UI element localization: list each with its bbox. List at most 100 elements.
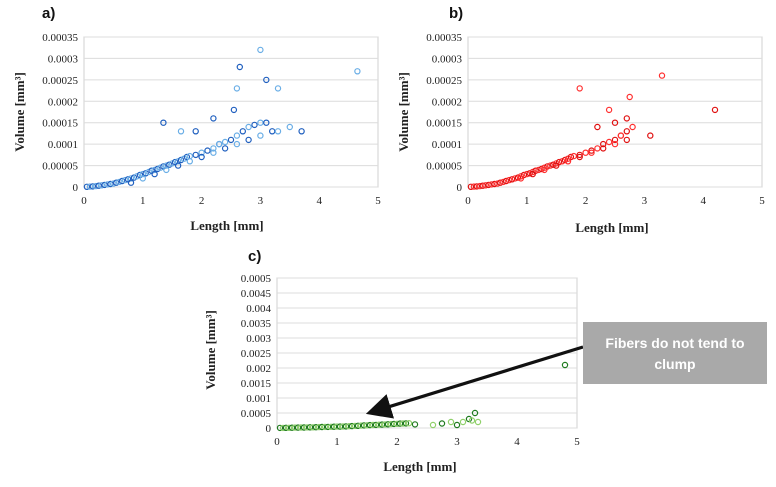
scatter-point (139, 170, 146, 178)
x-tick-labels-b: 0 1 2 3 4 5 (465, 195, 765, 207)
scatter-point (221, 145, 229, 152)
scatter-point (629, 123, 636, 131)
scatter-point (411, 421, 419, 428)
scatter-point (482, 182, 489, 189)
scatter-point (298, 128, 305, 135)
y-tick-labels-c: 0 0.0005 0.001 0.0015 0.002 0.0025 0.003 0.0035… (241, 273, 272, 435)
x-tick-label: 5 (574, 436, 580, 448)
scatter-point (517, 175, 525, 182)
scatter-point (174, 162, 182, 169)
x-tick-label: 0 (465, 195, 471, 207)
scatter-point (257, 119, 264, 126)
scatter-point (541, 164, 548, 171)
scatter-point (92, 182, 100, 190)
scatter-point (324, 423, 332, 431)
scatter-point (570, 152, 578, 160)
scatter-point (198, 149, 205, 156)
scatter-point (561, 156, 569, 164)
scatter-point (233, 85, 241, 92)
scatter-point (541, 166, 548, 174)
scatter-points-a (83, 46, 361, 190)
x-tick-label: 2 (394, 436, 400, 448)
y-tick-label: 0.0003 (48, 53, 79, 65)
scatter-point (576, 151, 583, 159)
scatter-point (623, 136, 631, 144)
y-tick-label: 0.003 (246, 333, 271, 345)
x-axis-label-b: Length [mm] (575, 220, 648, 235)
scatter-point (342, 423, 350, 430)
x-tick-label: 5 (759, 195, 765, 207)
x-tick-label: 4 (316, 195, 322, 207)
scatter-point (233, 140, 241, 148)
y-tick-label: 0.0035 (241, 318, 272, 330)
y-tick-label: 0.00015 (426, 118, 462, 130)
scatter-point (157, 164, 164, 171)
scatter-point (309, 424, 317, 431)
scatter-point (479, 182, 486, 189)
scatter-point (127, 175, 135, 182)
scatter-point (245, 136, 252, 144)
scatter-point (503, 177, 510, 185)
y-axis-label-a: Volume [mm³] (12, 72, 27, 152)
scatter-point (526, 170, 533, 177)
panel-label-b: b) (449, 5, 463, 22)
panel-label-a: a) (42, 5, 55, 22)
y-tick-label: 0.00025 (42, 75, 78, 87)
scatter-point (204, 147, 211, 154)
scatter-point (387, 420, 395, 428)
scatter-point (230, 106, 238, 114)
scatter-point (127, 179, 135, 186)
scatter-point (133, 173, 141, 180)
scatter-point (447, 418, 455, 426)
scatter-point (547, 162, 554, 169)
scatter-point (98, 182, 105, 189)
scatter-point (139, 175, 146, 182)
scatter-point (306, 424, 314, 431)
scatter-point (107, 180, 114, 188)
scatter-point (116, 178, 123, 186)
scatter-point (384, 421, 392, 428)
scatter-point (360, 422, 368, 429)
scatter-point (508, 176, 516, 183)
scatter-point (192, 128, 199, 135)
scatter-point (315, 423, 323, 431)
scatter-point (494, 180, 501, 187)
scatter-point (438, 420, 446, 427)
scatter-point (210, 145, 217, 152)
scatter-point (354, 422, 362, 429)
scatter-point (476, 182, 483, 190)
scatter-point (263, 76, 270, 84)
scatter-point (177, 156, 185, 164)
scatter-point (163, 166, 170, 174)
scatter-point (95, 182, 102, 189)
scatter-point (473, 183, 480, 190)
scatter-point (402, 420, 410, 427)
scatter-point (611, 136, 619, 144)
scatter-point (245, 123, 252, 131)
scatter-point (351, 422, 359, 430)
y-tick-label: 0.0005 (241, 273, 272, 285)
scatter-point (396, 420, 404, 427)
scatter-point (617, 132, 625, 139)
scatter-point (399, 420, 407, 427)
scatter-point (163, 162, 170, 169)
scatter-point (345, 423, 353, 430)
scatter-point (101, 181, 108, 189)
y-tick-label: 0.0045 (241, 288, 272, 300)
scatter-point (405, 420, 413, 427)
x-tick-label: 1 (140, 195, 146, 207)
scatter-point (372, 421, 380, 429)
gridlines-b (468, 36, 762, 188)
scatter-point (588, 149, 595, 156)
scatter-point (523, 170, 531, 178)
scatter-point (239, 128, 246, 135)
annotation-box (583, 322, 767, 384)
scatter-point (366, 421, 374, 429)
scatter-point (192, 151, 199, 159)
x-tick-label: 2 (583, 195, 589, 207)
scatter-point (390, 420, 398, 428)
scatter-point (336, 423, 344, 430)
scatter-point (500, 178, 507, 186)
scatter-point (221, 138, 229, 146)
scatter-point (488, 181, 495, 188)
